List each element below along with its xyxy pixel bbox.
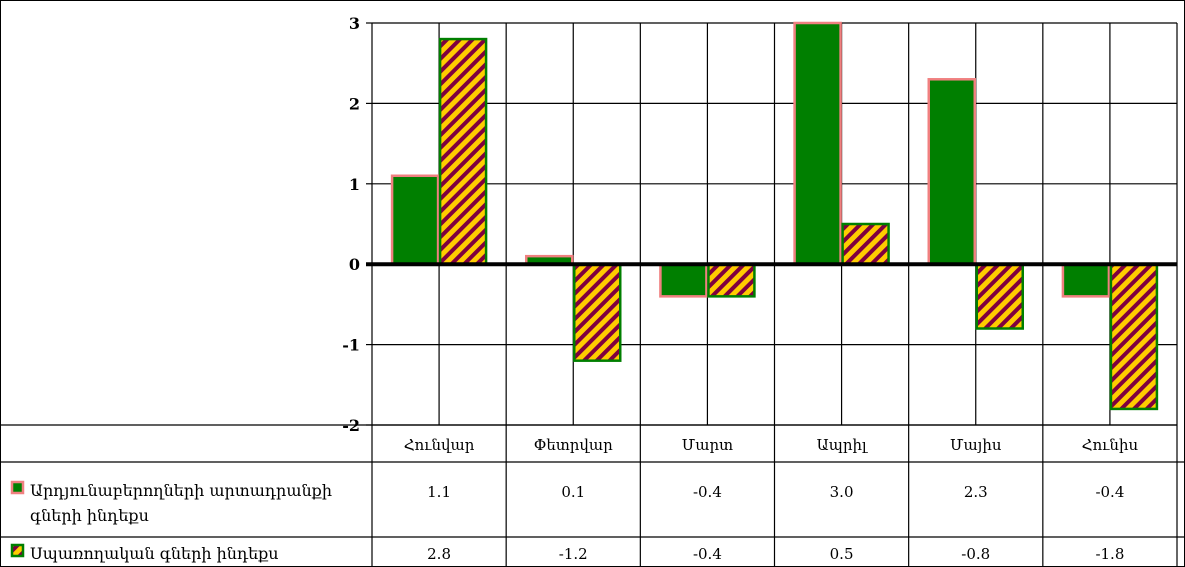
- bar-consumer-price-index: [438, 37, 488, 266]
- bar-producer-price-index: [927, 78, 976, 266]
- y-tick-label: 3: [349, 14, 360, 33]
- y-tick-label: -2: [342, 416, 360, 435]
- category-label: Մայիս: [950, 436, 1002, 454]
- data-table-cell: -1.2: [559, 545, 588, 563]
- category-label: Մարտ: [682, 436, 733, 454]
- category-label: Հունվար: [404, 436, 475, 454]
- category-label: Ապրիլ: [817, 436, 868, 454]
- bar-consumer-price-index: [841, 222, 890, 266]
- data-table-cell: -0.4: [1095, 483, 1124, 501]
- data-table-cell: 2.8: [427, 545, 451, 563]
- y-tick-label: 0: [349, 255, 360, 274]
- bar-consumer-price-index: [975, 262, 1024, 330]
- data-table-cell: 3.0: [830, 483, 854, 501]
- legend-name-producer-price-index: Արդյունաբերողների արտադրանքի գների ինդեքս: [30, 481, 332, 525]
- data-table-cell: 2.3: [964, 483, 988, 501]
- data-table-cell: -0.8: [961, 545, 990, 563]
- category-label: Հունիս: [1082, 436, 1139, 454]
- category-label: Փետրվար: [534, 436, 613, 454]
- bar-consumer-price-index: [573, 262, 622, 362]
- legend-name-consumer-price-index: Սպառողական գների ինդեքս: [30, 544, 279, 563]
- bar-consumer-price-index: [1109, 262, 1159, 411]
- data-table-cell: -1.8: [1095, 545, 1124, 563]
- bar-producer-price-index: [390, 174, 440, 266]
- y-tick-label: -1: [342, 336, 360, 355]
- bar-producer-price-index: [659, 262, 708, 298]
- data-table-cell: -0.4: [693, 483, 722, 501]
- bar-producer-price-index: [793, 21, 842, 266]
- bar-consumer-price-index: [707, 262, 756, 298]
- data-table-cell: -0.4: [693, 545, 722, 563]
- y-tick-label: 1: [349, 175, 360, 194]
- legend-key-producer-price-index: [10, 480, 25, 495]
- legend-key-consumer-price-index: [10, 543, 25, 558]
- y-tick-label: 2: [349, 94, 360, 113]
- data-table-cell: 1.1: [427, 483, 451, 501]
- data-table-cell: 0.1: [561, 483, 585, 501]
- bar-producer-price-index: [1061, 262, 1111, 298]
- data-table-cell: 0.5: [830, 545, 854, 563]
